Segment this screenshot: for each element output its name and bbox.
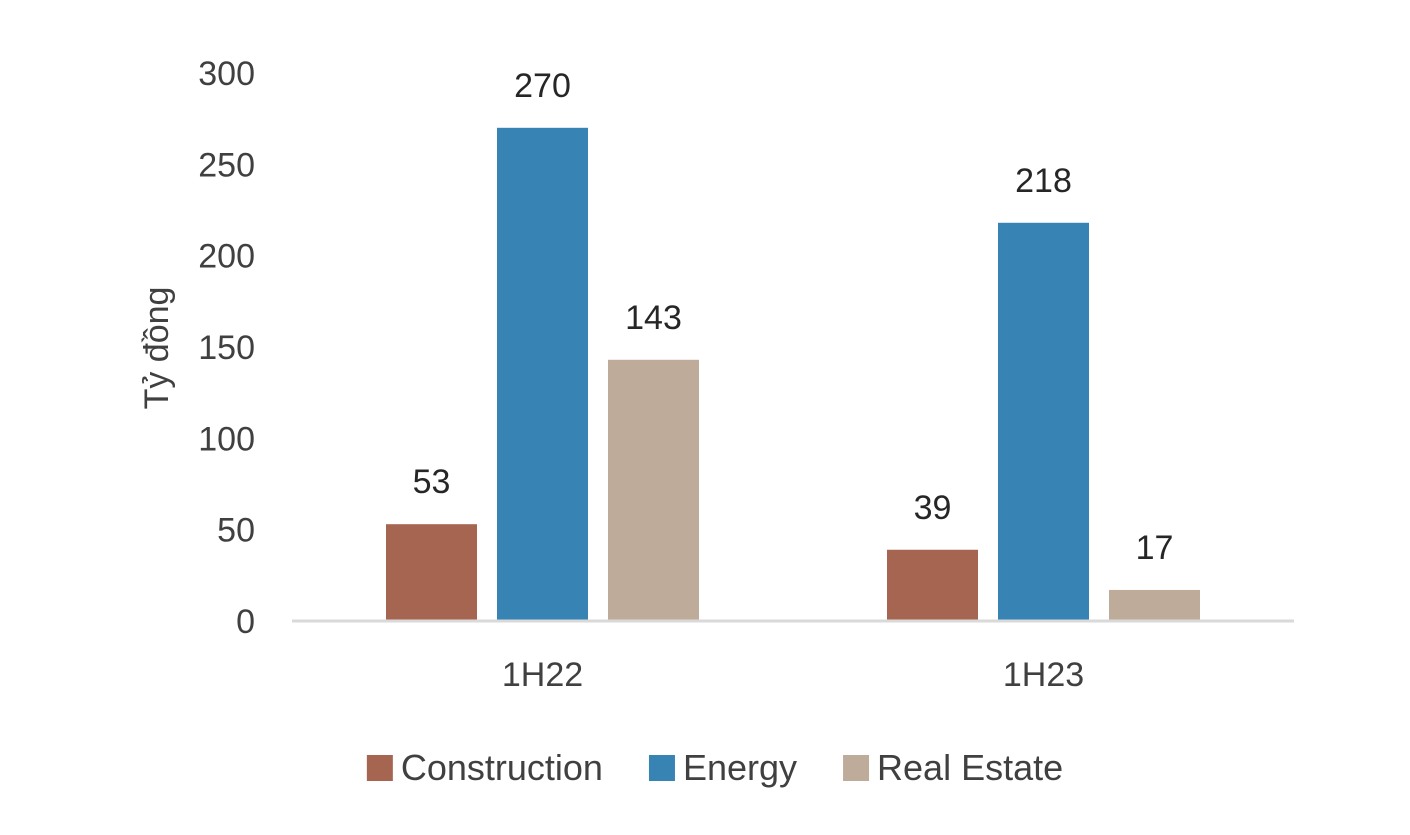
y-tick-label: 200	[198, 238, 255, 276]
legend-item-construction: Construction	[366, 747, 603, 788]
legend: Construction Energy Real Estate	[366, 747, 1063, 788]
bars-group	[386, 127, 1200, 622]
bar-real-estate-1h23	[1109, 589, 1200, 621]
bar-energy-1h22	[497, 127, 588, 622]
legend-label: Real Estate	[877, 747, 1063, 788]
legend-item-energy: Energy	[648, 747, 797, 788]
y-axis-title: Tỷ đồng	[138, 287, 176, 410]
legend-swatch	[843, 755, 870, 781]
data-label: 53	[413, 463, 451, 501]
data-label: 270	[514, 67, 571, 105]
bar-construction-1h23	[887, 549, 978, 621]
y-axis-ticks: 0 50 100 150 200 250 300	[198, 55, 255, 641]
bar-real-estate-1h22	[608, 359, 699, 621]
y-tick-label: 100	[198, 420, 255, 458]
data-label: 39	[914, 489, 952, 527]
legend-label: Construction	[401, 747, 603, 788]
data-label: 218	[1015, 162, 1072, 200]
y-tick-label: 150	[198, 329, 255, 367]
bar-energy-1h23	[998, 222, 1089, 621]
x-category-label: 1H22	[502, 656, 583, 694]
data-labels-group: 53 270 143 39 218 17	[413, 67, 1174, 567]
legend-swatch	[366, 755, 393, 781]
y-tick-label: 250	[198, 146, 255, 184]
y-tick-label: 50	[217, 512, 255, 550]
legend-swatch	[648, 755, 675, 781]
x-category-label: 1H23	[1003, 656, 1084, 694]
bar-construction-1h22	[386, 524, 477, 621]
y-tick-label: 300	[198, 55, 255, 93]
data-label: 17	[1136, 529, 1174, 567]
x-axis-categories: 1H22 1H23	[502, 656, 1084, 694]
legend-label: Energy	[683, 747, 797, 788]
data-label: 143	[625, 299, 682, 337]
y-tick-label: 0	[236, 603, 255, 641]
legend-item-real-estate: Real Estate	[843, 747, 1063, 788]
